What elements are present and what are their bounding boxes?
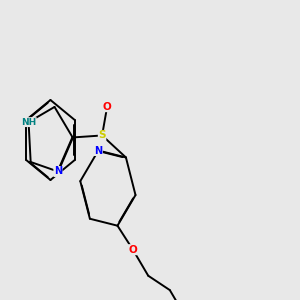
- Text: S: S: [98, 130, 106, 140]
- Text: O: O: [128, 245, 137, 255]
- Text: N: N: [54, 167, 62, 176]
- Text: O: O: [103, 102, 112, 112]
- Text: NH: NH: [21, 118, 36, 127]
- Text: N: N: [94, 146, 102, 155]
